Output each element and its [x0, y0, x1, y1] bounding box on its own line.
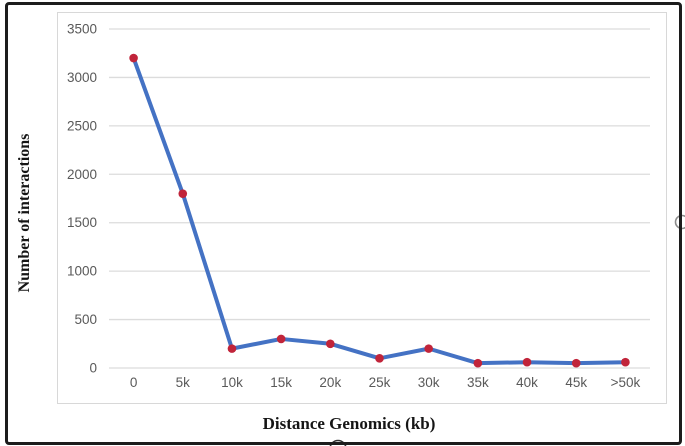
y-tick-label: 500: [74, 312, 97, 327]
y-tick-label: 3500: [67, 22, 97, 37]
x-axis-title: Distance Genomics (kb): [262, 414, 436, 433]
x-tick-label: 10k: [221, 375, 243, 390]
data-point-marker: [473, 358, 483, 368]
x-tick-label: 20k: [319, 375, 341, 390]
x-tick-label: 40k: [516, 375, 538, 390]
data-point-marker: [375, 354, 384, 363]
x-tick-label: 5k: [176, 375, 191, 390]
series-line: [131, 56, 628, 366]
x-tick-label: 15k: [270, 375, 292, 390]
data-point-marker: [326, 339, 335, 349]
data-point-marker: [227, 344, 237, 353]
data-point-marker: [178, 189, 188, 198]
x-tick-label: 45k: [565, 375, 587, 390]
y-tick-label: 0: [89, 361, 97, 376]
y-tick-label: 2000: [67, 167, 97, 182]
y-tick-label: 1500: [67, 215, 97, 230]
data-point-marker: [424, 344, 433, 353]
data-point-marker: [571, 358, 581, 368]
x-tick-label: 30k: [418, 375, 440, 390]
data-point-marker: [522, 357, 532, 367]
cropped-circle-artifact-right: [674, 214, 685, 230]
y-tick-label: 1000: [67, 264, 97, 279]
data-point-marker: [621, 357, 630, 367]
x-tick-label: 0: [130, 375, 138, 390]
x-tick-label: 35k: [467, 375, 489, 390]
x-tick-label: 25k: [369, 375, 391, 390]
data-point-marker: [276, 334, 286, 344]
x-tick-label: >50k: [611, 375, 641, 390]
data-point-marker: [129, 53, 138, 63]
y-tick-label: 3000: [67, 70, 97, 85]
y-tick-label: 2500: [67, 118, 97, 133]
y-axis-title: Number of interactions: [16, 133, 33, 293]
cropped-circle-artifact-bottom: [329, 439, 347, 446]
